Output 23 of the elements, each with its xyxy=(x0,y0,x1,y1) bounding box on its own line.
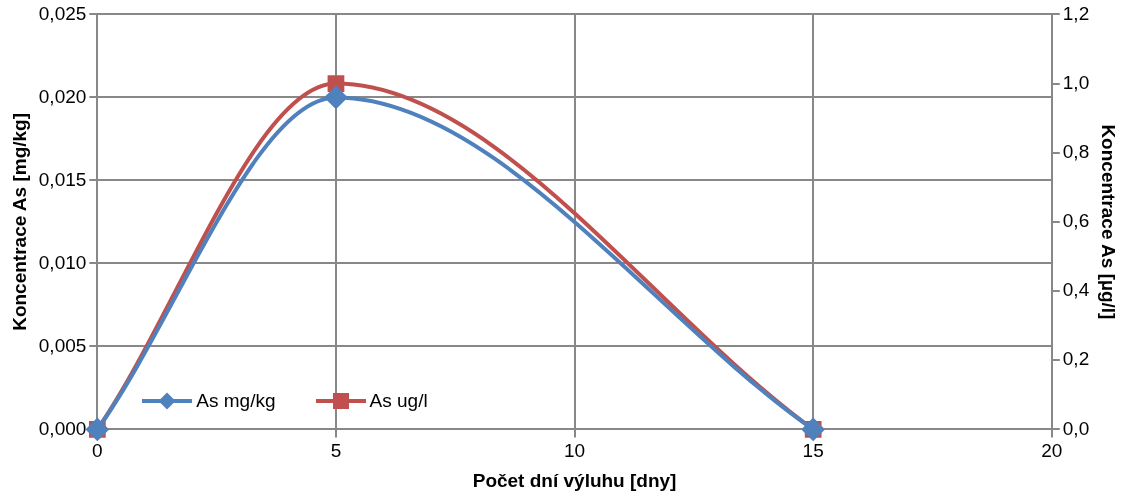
legend-label: As mg/kg xyxy=(196,390,276,413)
y2-tick-label: 1,0 xyxy=(1062,71,1090,93)
x-axis-title: Počet dní výluhu [dny] xyxy=(472,469,677,491)
y-tick-label: 0,005 xyxy=(38,334,87,356)
x-tick-label: 10 xyxy=(564,440,586,462)
y2-tick-label: 1,2 xyxy=(1062,2,1090,24)
y2-tick-label: 0,4 xyxy=(1062,279,1090,301)
y-tick-label: 0,015 xyxy=(38,168,87,190)
y2-tick-label: 0,0 xyxy=(1062,417,1090,439)
legend-label: As ug/l xyxy=(369,390,428,413)
y2-tick-label: 0,6 xyxy=(1062,210,1090,232)
y2-tick-label: 0,8 xyxy=(1062,140,1090,162)
x-tick-label: 0 xyxy=(92,440,103,462)
y-tick-label: 0,000 xyxy=(38,417,87,439)
x-tick-label: 15 xyxy=(802,440,824,462)
y-tick-label: 0,025 xyxy=(38,2,87,24)
y-tick-label: 0,010 xyxy=(38,251,87,273)
y2-axis-title: Koncentrace As [µg/l] xyxy=(1098,124,1120,320)
y-tick-label: 0,020 xyxy=(38,85,87,107)
x-tick-label: 20 xyxy=(1041,440,1063,462)
x-tick-label: 5 xyxy=(330,440,342,462)
y2-tick-label: 0,2 xyxy=(1062,348,1090,370)
y-axis-title: Koncentrace As [mg/kg] xyxy=(8,112,30,331)
